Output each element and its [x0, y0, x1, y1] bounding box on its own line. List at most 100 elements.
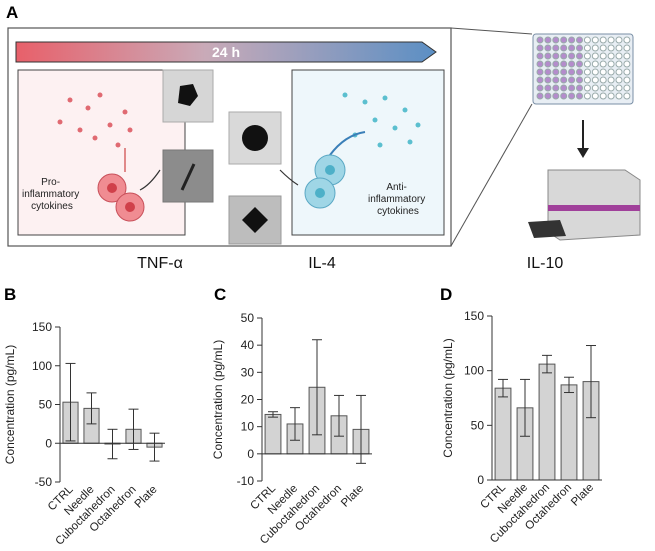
well [560, 60, 568, 68]
bar [538, 363, 556, 481]
well [544, 84, 552, 92]
well [544, 92, 552, 100]
well [536, 36, 544, 44]
well [552, 36, 560, 44]
well [568, 44, 576, 52]
well [536, 92, 544, 100]
well [552, 84, 560, 92]
pro-box [17, 69, 186, 236]
well [623, 36, 631, 44]
well [583, 76, 591, 84]
well [544, 60, 552, 68]
error-bar [334, 394, 344, 437]
error-bar [498, 378, 508, 398]
y-tick-label: -10 [237, 474, 255, 488]
bar [494, 387, 512, 481]
well [615, 68, 623, 76]
well [544, 36, 552, 44]
well [615, 44, 623, 52]
y-tick-label: 50 [471, 418, 485, 432]
well [591, 92, 599, 100]
x-tick-label: Plate [569, 482, 596, 509]
zoom-line [450, 103, 533, 247]
y-tick-label: 100 [32, 359, 52, 373]
well [591, 60, 599, 68]
well [552, 60, 560, 68]
anti-label-line: inflammatory [368, 194, 425, 205]
well [623, 84, 631, 92]
anti-label-line: cytokines [377, 206, 419, 217]
error-bar [520, 378, 530, 437]
timeline-label: 24 h [212, 44, 240, 60]
y-tick-label: 0 [45, 436, 52, 450]
process-arrow-head [577, 148, 589, 158]
well [591, 76, 599, 84]
well [552, 44, 560, 52]
link-arrow [139, 169, 161, 191]
y-tick-label: 0 [477, 473, 484, 487]
well [583, 44, 591, 52]
error-bar [290, 407, 300, 441]
link-arrow [279, 169, 299, 186]
well [583, 92, 591, 100]
well [536, 68, 544, 76]
pro-label: Pro- inflammatory cytokines [22, 177, 82, 212]
well [591, 84, 599, 92]
error-bar [586, 345, 596, 419]
error-bar [65, 362, 76, 442]
anti-label: Anti- inflammatory cytokines [368, 182, 428, 217]
well [583, 36, 591, 44]
well [552, 92, 560, 100]
well [576, 36, 583, 44]
error-bar [356, 394, 366, 464]
well [576, 60, 583, 68]
pro-cells [97, 173, 145, 222]
anti-label-line: Anti- [386, 182, 407, 193]
well [623, 68, 631, 76]
chart-title: IL-4 [308, 255, 336, 272]
pro-label-line: inflammatory [22, 189, 79, 200]
y-axis-label: Concentration (pg/mL) [211, 340, 225, 459]
timeline-arrow [15, 41, 437, 63]
well [623, 76, 631, 84]
well [552, 68, 560, 76]
y-tick-label: 0 [247, 447, 254, 461]
well [623, 92, 631, 100]
well [623, 52, 631, 60]
well [544, 76, 552, 84]
well [583, 52, 591, 60]
plate-reader [528, 169, 641, 241]
well [607, 76, 615, 84]
well [536, 44, 544, 52]
well [583, 60, 591, 68]
y-axis-label: Concentration (pg/mL) [3, 345, 17, 464]
well [615, 84, 623, 92]
y-tick-label: 100 [464, 364, 484, 378]
well [568, 60, 576, 68]
well [591, 44, 599, 52]
well [576, 92, 583, 100]
well [591, 36, 599, 44]
well [623, 44, 631, 52]
well [568, 92, 576, 100]
error-bar [564, 376, 574, 394]
well [615, 76, 623, 84]
error-bar [128, 408, 139, 450]
well [576, 84, 583, 92]
well [544, 68, 552, 76]
y-tick-label: 30 [241, 365, 255, 379]
well [583, 84, 591, 92]
well [568, 76, 576, 84]
well [560, 68, 568, 76]
well [568, 68, 576, 76]
well [576, 52, 583, 60]
pro-label-line: cytokines [31, 201, 73, 212]
well [591, 68, 599, 76]
well [599, 92, 607, 100]
well [607, 84, 615, 92]
well [591, 52, 599, 60]
well [560, 52, 568, 60]
well [599, 76, 607, 84]
well [560, 36, 568, 44]
